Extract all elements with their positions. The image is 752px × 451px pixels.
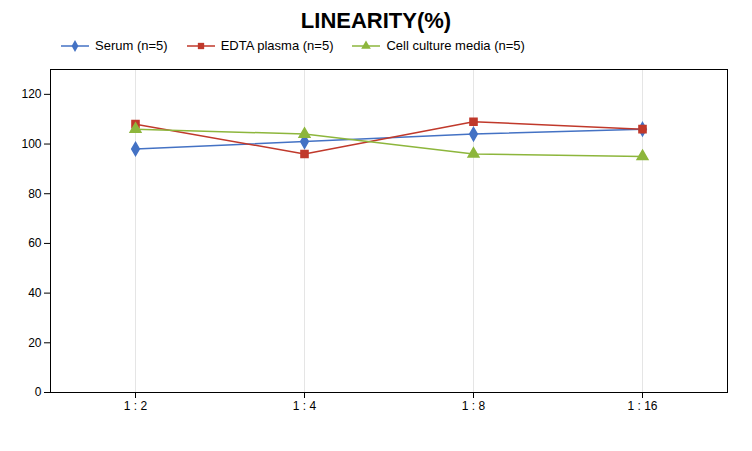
svg-text:1 : 4: 1 : 4 bbox=[293, 399, 317, 413]
html-text:Serum (n=5): Serum (n=5) bbox=[95, 38, 168, 53]
svg-text:1 : 8: 1 : 8 bbox=[462, 399, 486, 413]
svg-text:1 : 2: 1 : 2 bbox=[124, 399, 148, 413]
svg-text:80: 80 bbox=[28, 187, 42, 201]
html-text:LINEARITY(%): LINEARITY(%) bbox=[300, 8, 452, 33]
svg-text:1 : 16: 1 : 16 bbox=[627, 399, 657, 413]
svg-text:0: 0 bbox=[35, 385, 42, 399]
svg-text:20: 20 bbox=[28, 336, 42, 350]
svg-text:100: 100 bbox=[21, 137, 41, 151]
html-text:EDTA plasma (n=5): EDTA plasma (n=5) bbox=[220, 38, 334, 53]
html-text:Cell culture media (n=5): Cell culture media (n=5) bbox=[386, 38, 525, 53]
svg-text:60: 60 bbox=[28, 236, 42, 250]
svg-text:120: 120 bbox=[21, 87, 41, 101]
svg-text:40: 40 bbox=[28, 286, 42, 300]
